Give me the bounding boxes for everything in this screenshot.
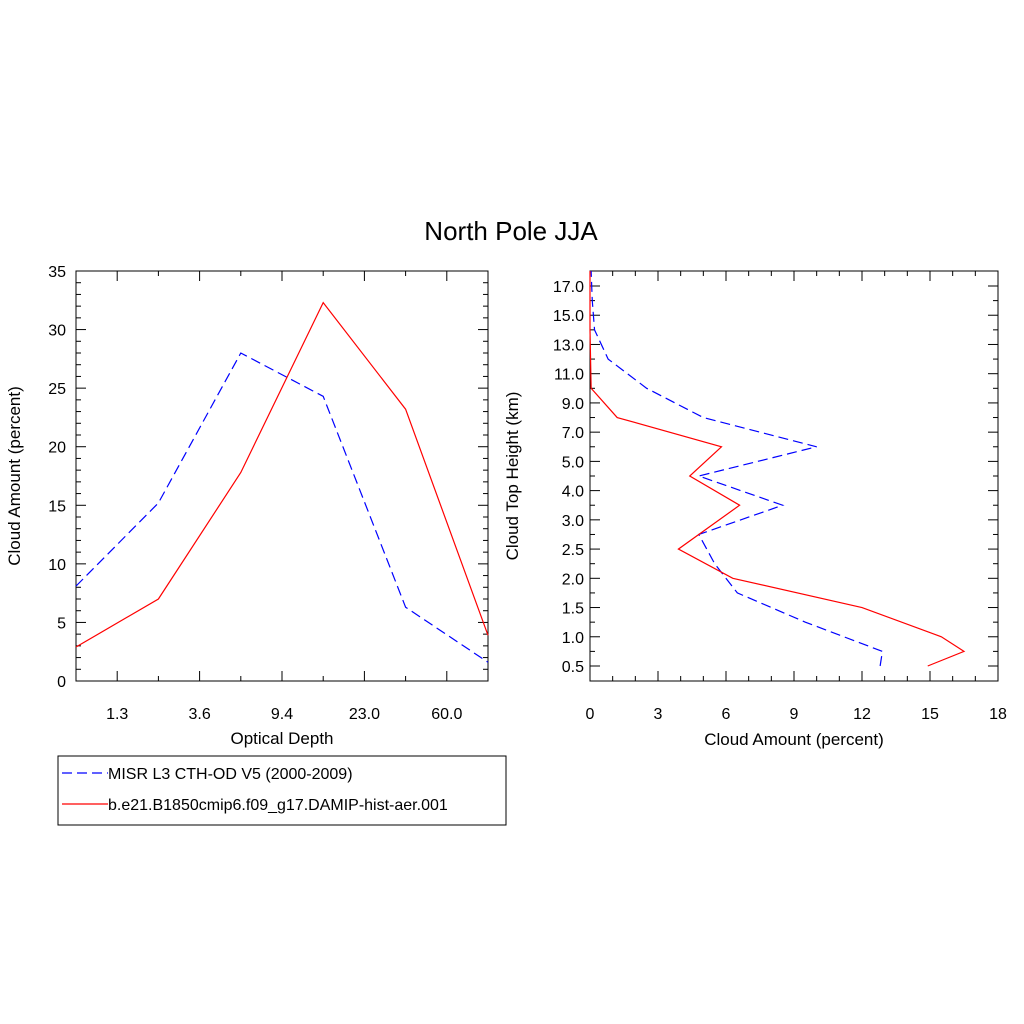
left-plot-frame (75, 270, 489, 682)
legend-label-model: b.e21.B1850cmip6.f09_g17.DAMIP-hist-aer.… (108, 797, 448, 814)
left-xlabel: Optical Depth (231, 729, 334, 748)
legend: MISR L3 CTH-OD V5 (2000-2009) b.e21.B185… (57, 755, 507, 826)
right-ytick-label: 17.0 (553, 279, 584, 296)
left-ylabel: Cloud Amount (percent) (5, 386, 24, 566)
left-xtick-label: 3.6 (188, 706, 210, 723)
right-ticks: 0 3 6 9 12 15 18 0.5 1.0 1.5 2.0 2.5 3.0 4.0 5.0 7.0 9.0… (553, 271, 1007, 723)
right-series-model-line (589, 271, 966, 667)
right-xtick-label: 12 (853, 706, 871, 723)
right-ytick-label: 2.0 (562, 571, 584, 588)
right-ytick-label: 2.5 (562, 542, 584, 559)
left-ytick-label: 30 (48, 323, 66, 340)
right-ytick-label: 9.0 (562, 396, 584, 413)
left-series (75, 301, 489, 663)
right-ytick-label: 4.0 (562, 484, 584, 501)
right-ytick-label: 0.5 (562, 659, 584, 676)
left-ticks: 0 5 10 15 20 25 30 35 1.3 3.6 9.4 23.0 60.0 (48, 264, 489, 723)
right-plot-frame (589, 270, 999, 682)
right-series (589, 271, 966, 667)
right-series-obs-line (590, 271, 884, 667)
left-ytick-label: 0 (57, 674, 66, 691)
right-xtick-label: 15 (921, 706, 939, 723)
left-xtick-label: 9.4 (271, 706, 293, 723)
left-xtick-label: 60.0 (431, 706, 462, 723)
legend-box (57, 755, 507, 826)
right-xtick-label: 18 (989, 706, 1007, 723)
right-ytick-label: 13.0 (553, 337, 584, 354)
right-ytick-label: 7.0 (562, 425, 584, 442)
right-ytick-label: 1.5 (562, 601, 584, 618)
left-xtick-label: 1.3 (106, 706, 128, 723)
left-series-obs-line (75, 352, 489, 663)
left-chart: 0 5 10 15 20 25 30 35 1.3 3.6 9.4 23.0 60.0 Optical … (5, 264, 489, 748)
right-chart: 0 3 6 9 12 15 18 0.5 1.0 1.5 2.0 2.5 3.0 4.0 5.0 7.0 9.0… (503, 270, 1007, 749)
right-ytick-label: 3.0 (562, 513, 584, 530)
right-xtick-label: 0 (586, 706, 595, 723)
figure-title: North Pole JJA (424, 216, 598, 246)
right-ylabel: Cloud Top Height (km) (503, 392, 522, 561)
left-ytick-label: 35 (48, 264, 66, 281)
left-ytick-label: 5 (57, 615, 66, 632)
right-ytick-label: 5.0 (562, 454, 584, 471)
left-ytick-label: 10 (48, 557, 66, 574)
left-ytick-label: 15 (48, 498, 66, 515)
legend-label-obs: MISR L3 CTH-OD V5 (2000-2009) (108, 766, 353, 783)
right-xtick-label: 9 (790, 706, 799, 723)
right-ytick-label: 15.0 (553, 308, 584, 325)
right-ytick-label: 1.0 (562, 630, 584, 647)
left-ytick-label: 25 (48, 381, 66, 398)
left-ytick-label: 20 (48, 440, 66, 457)
right-xlabel: Cloud Amount (percent) (704, 730, 884, 749)
right-xtick-label: 3 (654, 706, 663, 723)
left-xtick-label: 23.0 (349, 706, 380, 723)
right-xtick-label: 6 (722, 706, 731, 723)
right-ytick-label: 11.0 (554, 367, 584, 384)
left-series-model-line (75, 301, 489, 648)
